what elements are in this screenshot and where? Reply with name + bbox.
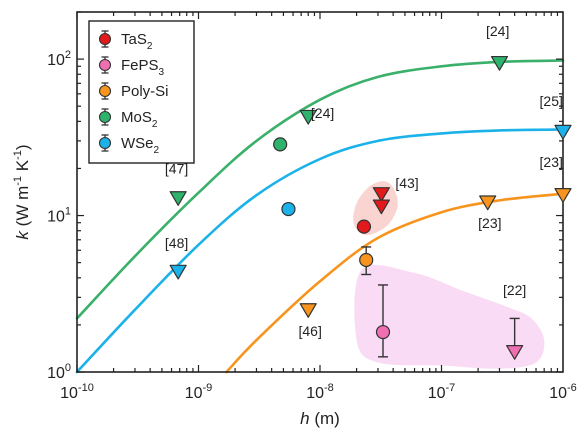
legend-label: MoS2 [121,109,158,130]
wse2-triangle-point [169,264,187,280]
curve-wse2 [75,128,565,374]
tas2-triangle-point [372,187,390,202]
shaded-region-1 [354,264,545,369]
reference-label: [46] [298,323,321,339]
x-tick-label: 10-10 [60,382,94,402]
axes: 10-10 10-9 10-8 10-7 10-6 100 101 102 [47,11,577,402]
mos2-triangle-point [299,109,317,125]
poly-si-triangle-point [479,195,497,211]
x-tick-label: 10-7 [428,382,456,402]
reference-annotations: [47] [48] [24] [24] [43] [46] [23] [23] [25] [22] [165,23,563,339]
curve-poly-si [225,192,565,374]
legend-marker [98,32,112,46]
x-tick-label: 10-9 [185,382,213,402]
x-axis-label: h (m) [300,409,340,428]
x-tick-label: 10-6 [549,382,577,402]
tas2-triangle-point [372,199,390,215]
reference-label: [23] [540,154,563,170]
poly-si-triangle-point [299,303,317,318]
mos2-triangle-point [169,191,187,206]
x-tick-label: 10-8 [306,382,334,402]
reference-label: [24] [486,23,509,39]
reference-label: [47] [165,161,188,177]
poly-si-triangle-point [554,188,572,203]
feps3-triangle-point [506,345,524,360]
curve-mos2 [75,59,565,320]
y-tick-label: 101 [47,206,71,226]
poly-si-circle-point [359,252,374,268]
y-axis-label: k (W m-1 K-1) [12,144,32,239]
axis-labels: h (m) k (W m-1 K-1) [12,144,340,428]
reference-label: [43] [395,175,418,191]
legend-label: TaS2 [121,31,153,52]
mos2-circle-point [273,137,288,152]
reference-label: [48] [165,235,188,251]
tas2-circle-point [356,219,372,234]
legend-label: Poly-Si [121,83,169,100]
data-points [169,55,572,360]
reference-label: [23] [478,215,501,231]
legend-marker [98,58,112,72]
y-tick-label: 100 [47,362,71,382]
legend-label: FePS3 [121,57,165,78]
legend-marker [98,136,112,150]
mos2-triangle-point [490,55,509,71]
legend-marker [98,110,112,124]
y-tick-label: 102 [47,49,71,69]
legend-marker [98,84,112,98]
wse2-circle-point [281,201,296,217]
model-curves [75,59,565,374]
feps3-circle-point [375,324,391,340]
reference-label: [25] [540,93,563,109]
reference-label: [22] [503,282,526,298]
reference-label: [24] [311,105,334,121]
legend: TaS2 FePS3 Poly-Si MoS2 WSe2 [88,20,195,164]
legend-label: WSe2 [121,135,160,156]
wse2-triangle-point [554,124,572,140]
